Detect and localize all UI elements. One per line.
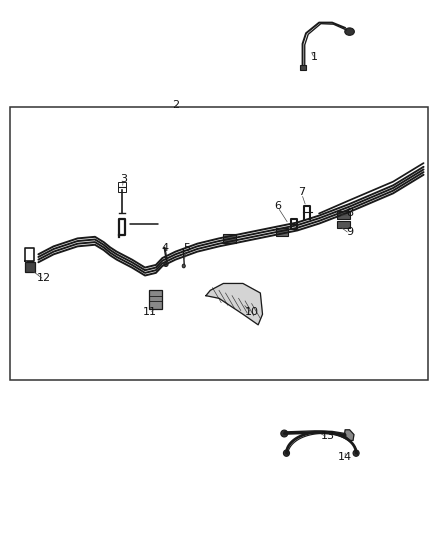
Ellipse shape: [281, 430, 288, 437]
Bar: [336, 221, 350, 228]
Text: 13: 13: [321, 431, 335, 441]
Bar: [223, 234, 237, 243]
Bar: [336, 212, 350, 219]
Ellipse shape: [164, 262, 168, 266]
Text: 9: 9: [346, 227, 353, 237]
Text: 6: 6: [274, 200, 281, 211]
Text: 5: 5: [183, 243, 190, 253]
Ellipse shape: [345, 28, 354, 35]
Bar: [300, 65, 306, 70]
Text: 3: 3: [120, 174, 127, 184]
Bar: [10, 108, 428, 381]
Ellipse shape: [283, 450, 290, 456]
Bar: [25, 262, 35, 272]
Text: 12: 12: [37, 273, 51, 283]
Text: 7: 7: [298, 187, 305, 197]
Text: 2: 2: [172, 100, 179, 110]
Polygon shape: [206, 284, 262, 325]
Text: 8: 8: [346, 208, 353, 219]
Bar: [118, 182, 126, 192]
Bar: [27, 261, 33, 266]
Bar: [149, 290, 162, 309]
Text: 11: 11: [142, 306, 156, 317]
Bar: [276, 228, 288, 236]
Text: 14: 14: [338, 453, 352, 463]
Text: 1: 1: [311, 52, 318, 62]
Ellipse shape: [182, 264, 185, 268]
Polygon shape: [344, 430, 354, 440]
Ellipse shape: [353, 450, 359, 456]
Text: 10: 10: [245, 306, 259, 317]
Text: 4: 4: [161, 243, 168, 253]
